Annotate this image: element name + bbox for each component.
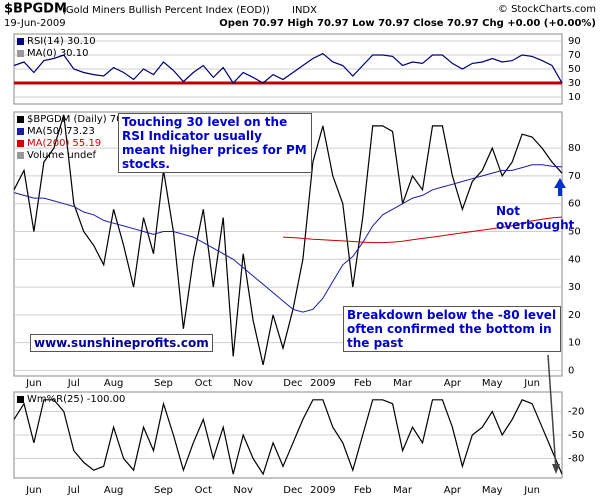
note: www.sunshineprofits.com: [30, 334, 213, 352]
date: 19-Jun-2009: [4, 18, 66, 29]
legend-label: MA(200) 55.19: [27, 138, 101, 149]
y-tick-label: -20: [568, 407, 584, 418]
y-tick-label: 90: [568, 36, 581, 47]
x-tick-label: Aug: [104, 378, 124, 389]
x-tick-label: Aug: [104, 485, 124, 496]
quote: Open 70.97 High 70.97 Low 70.97 Close 70…: [219, 18, 596, 29]
note: Touching 30 level on the RSI Indicator u…: [118, 113, 312, 173]
y-tick-label: -50: [568, 430, 584, 441]
y-tick-label: 20: [568, 310, 581, 321]
x-tick-label: Dec: [283, 485, 302, 496]
y-tick-label: 50: [568, 226, 581, 237]
credit: © StockCharts.com: [498, 4, 596, 15]
legend-swatch: [17, 396, 24, 403]
x-tick-label: Sep: [154, 485, 173, 496]
title: $BPGDM: [4, 2, 67, 17]
x-tick-label: Jul: [67, 378, 80, 389]
x-tick-label: Apr: [444, 378, 462, 389]
y-tick-label: 70: [568, 171, 581, 182]
x-tick-label: Apr: [444, 485, 462, 496]
legend-label: RSI(14) 30.10: [27, 36, 96, 47]
arrow-line: [547, 354, 557, 471]
legend-swatch: [17, 116, 24, 123]
x-tick-label: Jun: [523, 485, 540, 496]
x-tick-label: Nov: [233, 485, 253, 496]
legend-swatch: [17, 140, 24, 147]
legend-label: MA(50) 73.23: [27, 126, 95, 137]
legend-swatch: [17, 152, 24, 159]
series-line: [13, 52, 563, 84]
legend-swatch: [17, 50, 24, 57]
legend-label: Volume undef: [27, 150, 97, 161]
y-tick-label: -80: [568, 453, 584, 464]
y-tick-label: 30: [568, 78, 581, 89]
series-line: [13, 399, 563, 476]
x-tick-label: Jun: [25, 378, 42, 389]
subtitle: (Gold Miners Bullish Percent Index (EOD)…: [62, 5, 270, 16]
x-tick-label: Feb: [354, 485, 372, 496]
x-tick-label: 2009: [310, 378, 335, 389]
y-tick-label: 40: [568, 254, 581, 265]
x-tick-label: Oct: [195, 378, 212, 389]
x-tick-label: Sep: [154, 378, 173, 389]
x-tick-label: May: [482, 378, 503, 389]
x-tick-label: Jun: [523, 378, 540, 389]
y-tick-label: 70: [568, 50, 581, 61]
series-line: [282, 216, 563, 244]
y-tick-label: 80: [568, 143, 581, 154]
y-tick-label: 10: [568, 338, 581, 349]
x-tick-label: Mar: [393, 378, 413, 389]
series-line: [13, 114, 563, 366]
x-tick-label: 2009: [310, 485, 335, 496]
x-tick-label: Mar: [393, 485, 413, 496]
y-tick-label: 60: [568, 199, 581, 210]
y-tick-label: 10: [568, 92, 581, 103]
legend-label: $BPGDM (Daily) 70.97: [27, 114, 138, 125]
y-tick-label: 0: [568, 365, 574, 376]
arrow-up: [554, 178, 566, 196]
legend-swatch: [17, 38, 24, 45]
arrow-head: [552, 464, 560, 474]
x-tick-label: Dec: [283, 378, 302, 389]
note: Breakdown below the -80 level often conf…: [343, 306, 561, 352]
x-tick-label: Feb: [354, 378, 372, 389]
y-tick-label: 50: [568, 64, 581, 75]
note: Not overbought: [496, 204, 575, 232]
x-tick-label: Jul: [67, 485, 80, 496]
legend-swatch: [17, 128, 24, 135]
x-tick-label: May: [482, 485, 503, 496]
exchange: INDX: [292, 5, 317, 16]
x-tick-label: Oct: [195, 485, 212, 496]
legend-label: MA(0) 30.10: [27, 48, 88, 59]
x-tick-label: Jun: [25, 485, 42, 496]
legend-label: Wm%R(25) -100.00: [27, 394, 125, 405]
x-tick-label: Nov: [233, 378, 253, 389]
series-line: [13, 164, 563, 313]
y-tick-label: 30: [568, 282, 581, 293]
